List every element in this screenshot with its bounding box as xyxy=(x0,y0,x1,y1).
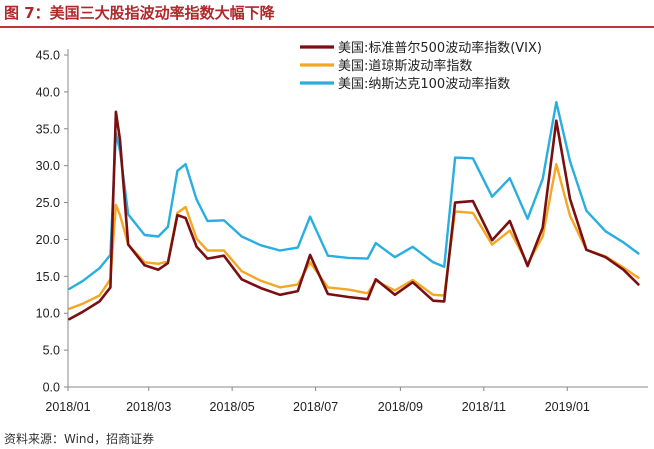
y-tick-label: 40.0 xyxy=(36,85,60,99)
source-note: 资料来源：Wind，招商证券 xyxy=(4,432,155,446)
x-tick-label: 2018/07 xyxy=(293,400,338,414)
legend: 美国:标准普尔500波动率指数(VIX) 美国:道琼斯波动率指数美国:纳斯达克10… xyxy=(300,40,542,92)
x-tick-label: 2018/05 xyxy=(210,400,255,414)
legend-label-1: 美国:道琼斯波动率指数 xyxy=(338,58,472,74)
x-axis: 2018/01 2018/03 2018/05 2018/07 2018/09 2018/… xyxy=(45,386,648,414)
x-tick-label: 2018/11 xyxy=(462,400,506,414)
y-tick-label: 10.0 xyxy=(36,307,60,321)
y-tick-label: 45.0 xyxy=(36,49,60,63)
legend-label-2: 美国:纳斯达克100波动率指数 xyxy=(338,76,510,92)
legend-label-0: 美国:标准普尔500波动率指数(VIX) xyxy=(338,40,542,56)
y-tick-label: 5.0 xyxy=(43,344,60,358)
y-tick-label: 35.0 xyxy=(36,122,60,136)
y-tick-label: 0.0 xyxy=(43,381,60,395)
series-layer xyxy=(68,100,640,321)
x-tick-label: 2018/01 xyxy=(45,400,90,414)
chart-title: 图 7：美国三大股指波动率指数大幅下降 xyxy=(4,4,275,22)
series-line-0 xyxy=(68,110,640,321)
title-divider xyxy=(0,26,654,28)
y-tick-label: 15.0 xyxy=(36,270,60,284)
x-tick-label: 2018/03 xyxy=(126,400,171,414)
x-tick-label: 2018/09 xyxy=(378,400,423,414)
y-tick-label: 25.0 xyxy=(36,196,60,210)
y-tick-label: 20.0 xyxy=(36,233,60,247)
y-tick-label: 30.0 xyxy=(36,159,60,173)
x-tick-label: 2019/01 xyxy=(545,400,590,414)
y-axis: 0.0 5.0 10.0 15.0 20.0 25.0 30.0 35.0 40.0 45.0 xyxy=(36,49,69,395)
series-line-2 xyxy=(68,100,640,291)
